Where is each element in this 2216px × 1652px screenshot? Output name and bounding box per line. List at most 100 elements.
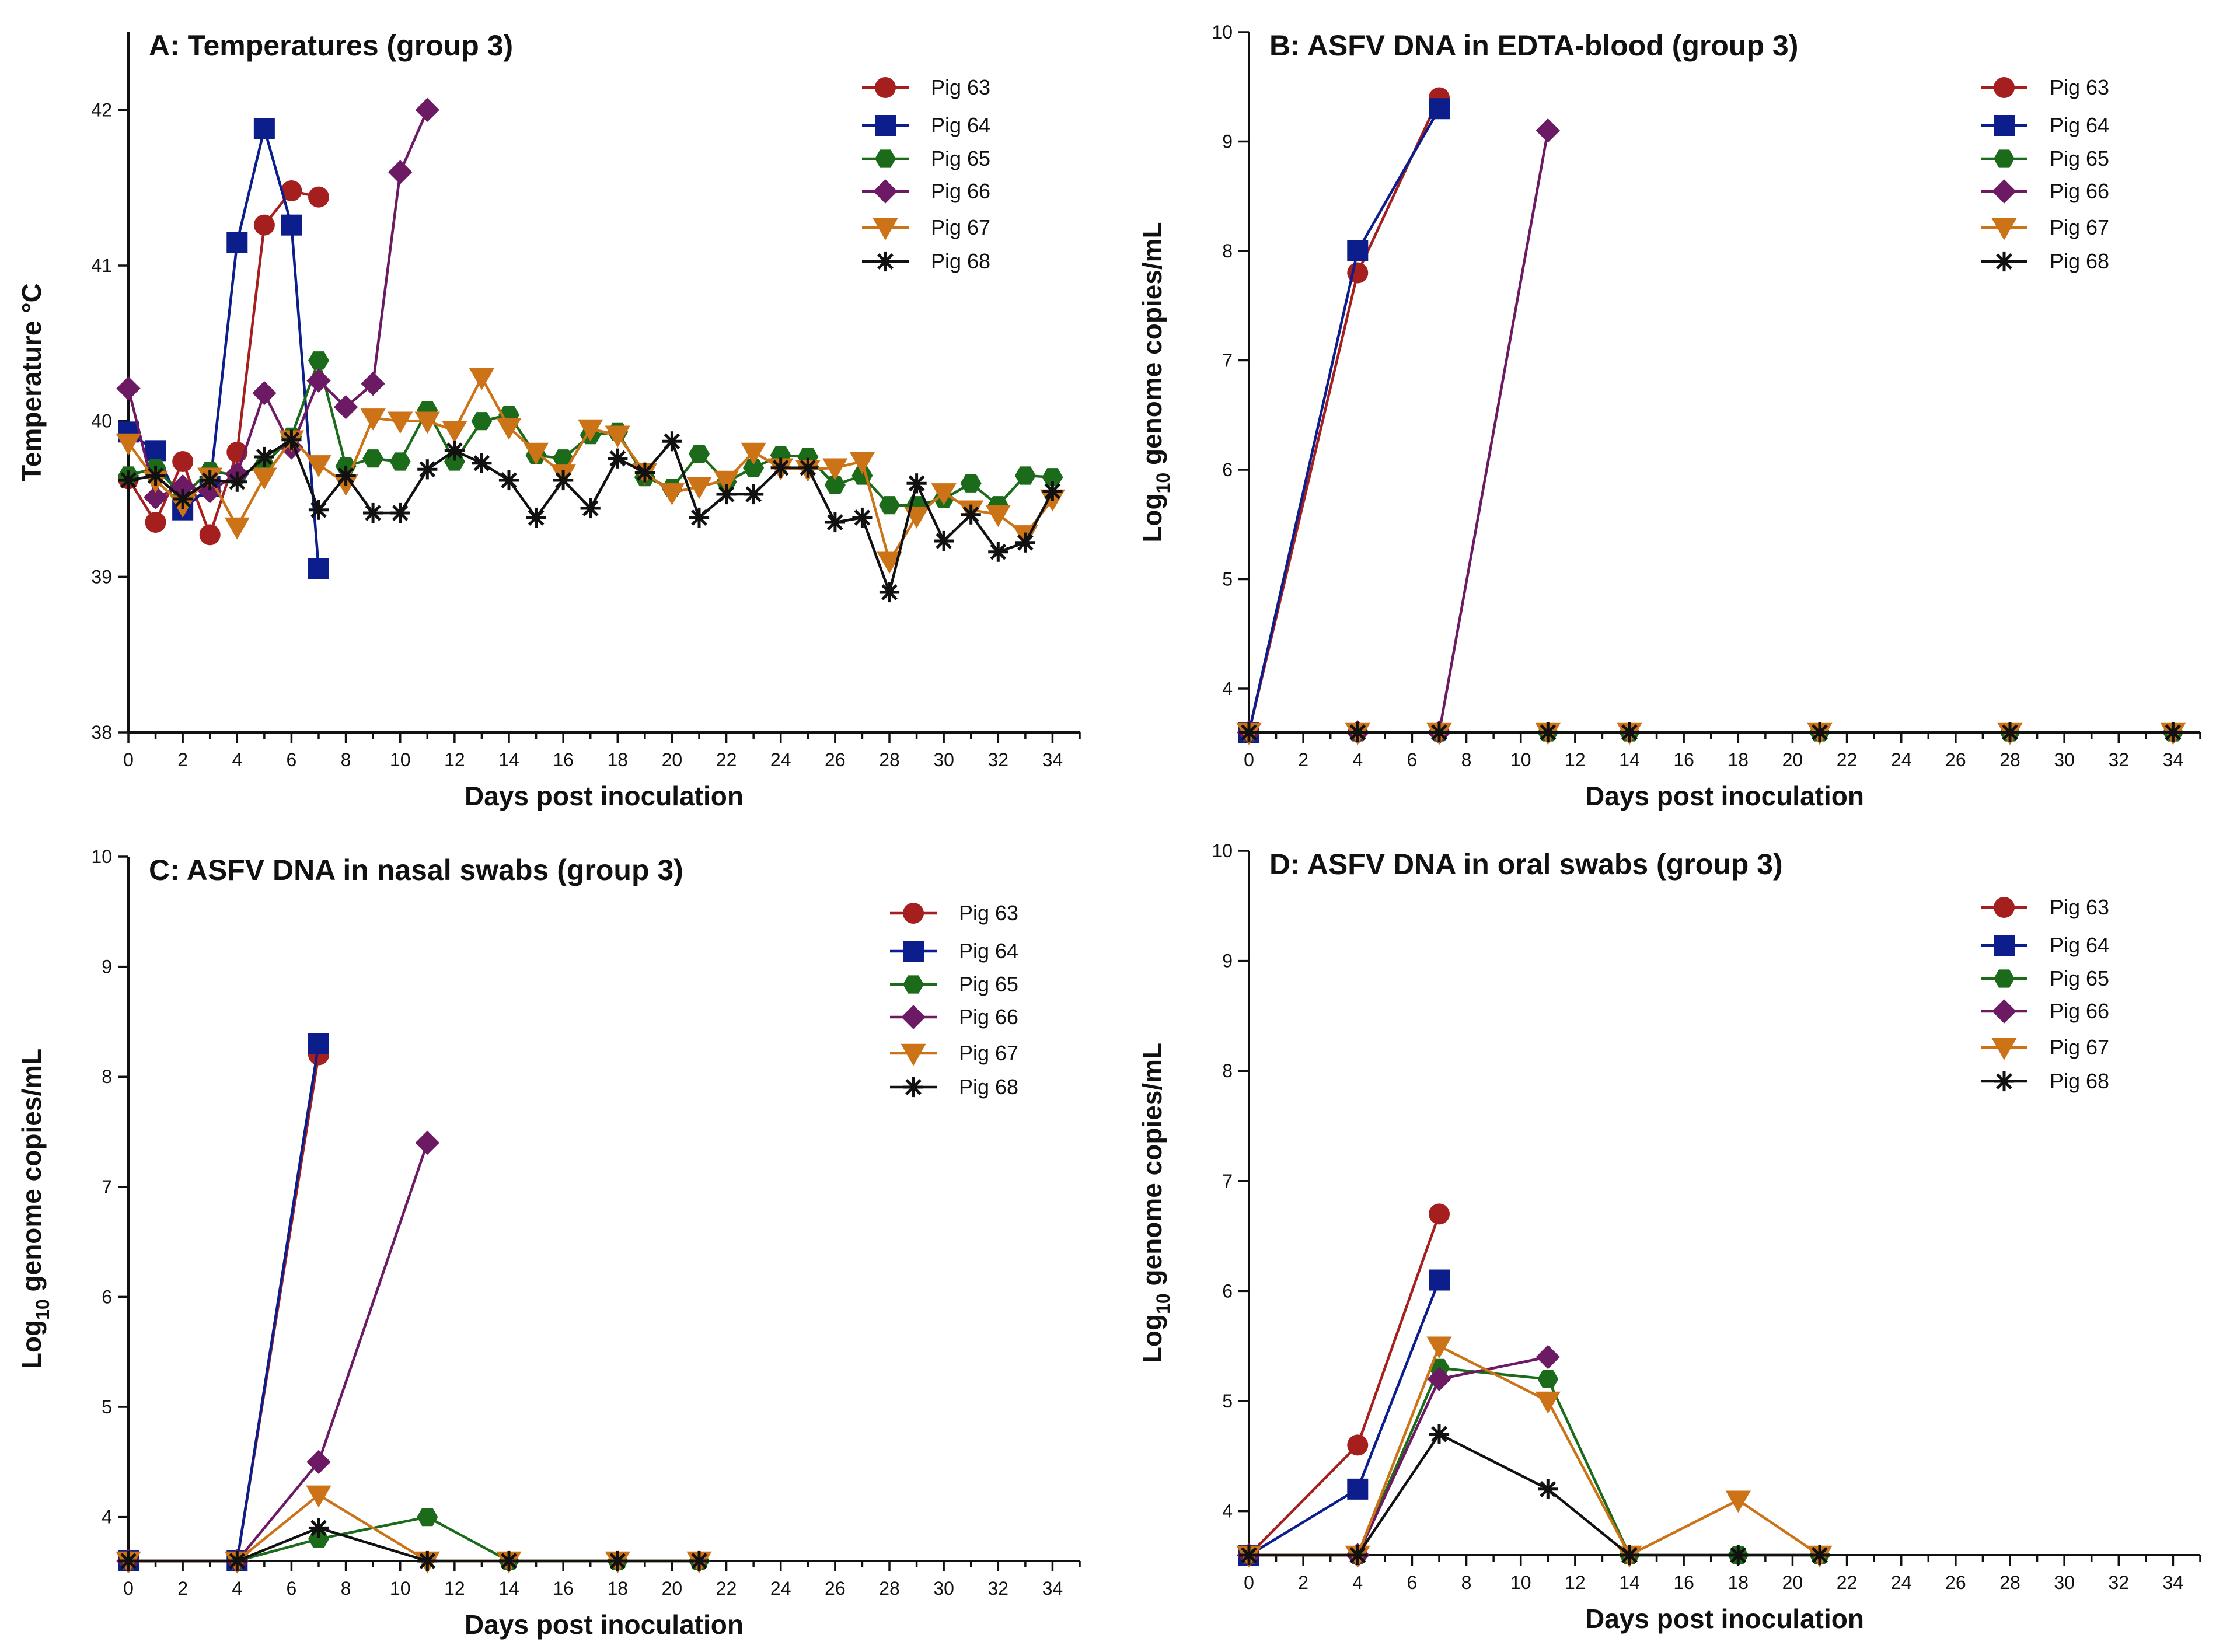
panel-b-y-ticks: 4 5 6 7 8 9 10 (1212, 22, 1249, 699)
panel-b-x-tick-label: 20 (1782, 749, 1803, 770)
panel-b-point-pig-68 (1809, 722, 1830, 743)
panel-b-point-pig-68 (1538, 722, 1558, 743)
panel-a-point-pig-68 (336, 465, 356, 486)
panel-b-legend-item: Pig 68 (1981, 249, 2109, 273)
panel-a-point-pig-68 (798, 457, 818, 478)
panel-b-x-tick-label: 0 (1244, 749, 1254, 770)
panel-a-point-pig-68 (200, 470, 220, 491)
panel-a-x-tick-label: 14 (498, 749, 519, 770)
panel-a-legend-marker (875, 77, 896, 98)
panel-c-x-tick-label: 16 (553, 1578, 574, 1599)
panel-b-legend-marker (1994, 251, 2015, 272)
panel-c-point-pig-68 (689, 1550, 710, 1571)
panel-b-legend-item: Pig 65 (1981, 146, 2109, 170)
panel-c-y-tick-label: 7 (102, 1176, 112, 1197)
panel-a-point-pig-68 (662, 431, 682, 452)
panel-b-y-label-rest: genome copies/mL (1137, 222, 1167, 472)
panel-a-x-label: Days post inoculation (465, 781, 744, 811)
panel-a-point-pig-67 (496, 418, 522, 440)
panel-b-legend-marker (1994, 149, 2015, 168)
panel-c-legend-label: Pig 67 (959, 1041, 1018, 1065)
panel-a-x-tick-label: 20 (662, 749, 683, 770)
panel-d-point-pig-68 (1809, 1545, 1830, 1566)
panel-d-x-tick-label: 26 (1945, 1572, 1966, 1593)
panel-b-point-pig-66 (1536, 118, 1560, 143)
panel-a-point-pig-66 (252, 380, 277, 406)
panel-c-legend-label: Pig 64 (959, 939, 1018, 963)
panel-c-point-pig-68 (417, 1550, 438, 1571)
panel-d-legend-item: Pig 64 (1981, 933, 2109, 957)
panel-d-point-pig-67 (1725, 1490, 1751, 1513)
panel-b-y-label-log: Log (1137, 493, 1167, 542)
panel-c-legend-item: Pig 66 (890, 1005, 1018, 1029)
panel-c-point-pig-65 (417, 1508, 438, 1527)
panel-d-point-pig-68 (1429, 1424, 1450, 1444)
panel-a-point-pig-66 (143, 485, 168, 510)
panel-c-x-tick-label: 18 (607, 1578, 628, 1599)
panel-a-x-tick-label: 22 (716, 749, 737, 770)
panel-a-point-pig-66 (388, 160, 413, 184)
panel-b-point-pig-68 (1238, 722, 1259, 743)
panel-c-x-tick-label: 14 (498, 1578, 519, 1599)
panel-b-legend-item: Pig 64 (1981, 113, 2109, 137)
panel-a: 0 2 4 6 8 10 12 14 16 18 20 22 24 26 28 30 32 34383940414… (16, 29, 1081, 811)
panel-a-point-pig-64 (281, 214, 302, 236)
panel-b-x-tick-label: 18 (1728, 749, 1749, 770)
panel-d-legend-item: Pig 68 (1981, 1069, 2109, 1093)
panel-b-legend-label: Pig 66 (2050, 179, 2109, 203)
panel-b-y-tick-label: 9 (1222, 131, 1233, 152)
panel-a-point-pig-68 (417, 459, 438, 480)
panel-a-title: A: Temperatures (group 3) (149, 29, 513, 62)
panel-d-x-tick-label: 22 (1837, 1572, 1858, 1593)
panel-c-y-tick-label: 8 (102, 1066, 112, 1087)
panel-a-x-tick-label: 24 (770, 749, 791, 770)
panel-d-point-pig-68 (1728, 1545, 1749, 1566)
panel-d-x-tick-label: 24 (1891, 1572, 1912, 1593)
panel-a-y-tick-label: 40 (91, 411, 112, 432)
panel-c-x-tick-label: 12 (444, 1578, 465, 1599)
panel-a-point-pig-65 (879, 496, 900, 515)
panel-d-legend-label: Pig 63 (2050, 895, 2109, 919)
panel-a-point-pig-68 (825, 512, 845, 533)
panel-d-y-tick-label: 8 (1222, 1060, 1233, 1081)
panel-a-point-pig-68 (608, 448, 628, 469)
panel-c-legend-label: Pig 65 (959, 972, 1018, 996)
panel-c-x-tick-label: 24 (770, 1578, 791, 1599)
panel-b-x-tick-label: 2 (1298, 749, 1308, 770)
panel-a-point-pig-68 (988, 542, 1008, 562)
panel-d-point-pig-66 (1536, 1344, 1560, 1370)
panel-a-legend-label: Pig 66 (931, 179, 990, 203)
panel-d-y-label-rest: genome copies/mL (1137, 1043, 1167, 1293)
panel-a-point-pig-67 (469, 368, 495, 390)
panel-d-legend-label: Pig 64 (2050, 933, 2109, 957)
panel-d-point-pig-64 (1429, 1269, 1450, 1291)
panel-d-x-tick-label: 32 (2108, 1572, 2129, 1593)
panel-b-y-tick-label: 6 (1222, 459, 1233, 480)
panel-b-legend-marker (1991, 218, 2017, 240)
panel-d-x-tick-label: 2 (1298, 1572, 1308, 1593)
panel-a-x-tick-label: 16 (553, 749, 574, 770)
panel-a-point-pig-67 (523, 442, 549, 465)
panel-a-point-pig-68 (227, 471, 247, 492)
panel-a-y-tick-label: 41 (91, 255, 112, 276)
panel-c-x-tick-label: 2 (177, 1578, 188, 1599)
panel-a-x-tick-label: 0 (123, 749, 134, 770)
panel-a-x-tick-label: 4 (232, 749, 242, 770)
panel-d-y-tick-label: 5 (1222, 1391, 1233, 1412)
panel-d-series-pig-68 (1238, 1424, 1830, 1566)
panel-a-point-pig-67 (877, 551, 902, 574)
panel-a-point-pig-65 (824, 476, 846, 494)
panel-c-x-tick-label: 22 (716, 1578, 737, 1599)
panel-b-legend-marker (1994, 115, 2015, 136)
panel-a-point-pig-68 (879, 582, 900, 603)
panel-b-point-pig-64 (1429, 98, 1450, 120)
panel-c-y-tick-label: 5 (102, 1396, 112, 1417)
panel-b-legend: Pig 63 Pig 64 Pig 65 Pig 66 Pig 67 Pig 68 (1981, 75, 2109, 273)
panel-d-point-pig-68 (1619, 1545, 1640, 1566)
panel-c-series-pig-68 (118, 1518, 710, 1571)
panel-c-x-tick-label: 28 (879, 1578, 900, 1599)
panel-a-point-pig-68 (634, 462, 655, 483)
